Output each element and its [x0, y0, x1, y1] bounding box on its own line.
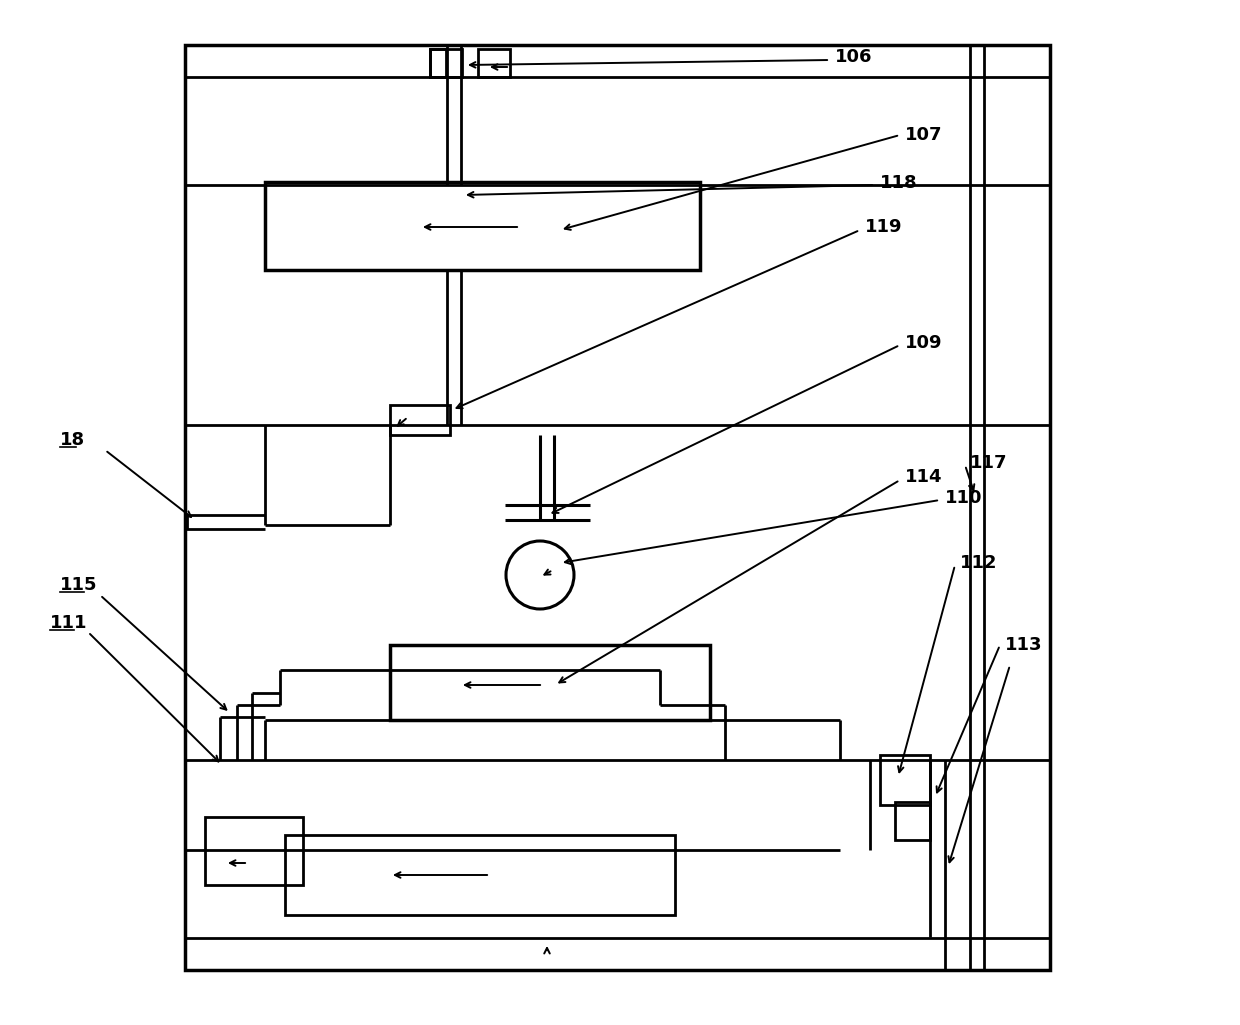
Text: 18: 18	[60, 430, 86, 449]
Bar	[185, 938, 1050, 970]
Text: 109: 109	[905, 334, 942, 352]
Text: 110: 110	[945, 489, 982, 507]
Bar	[205, 817, 303, 885]
Bar	[285, 835, 675, 915]
Bar	[880, 755, 930, 805]
Bar	[477, 49, 510, 77]
Text: 118: 118	[880, 174, 918, 192]
Bar	[391, 645, 711, 720]
Text: 112: 112	[960, 554, 997, 572]
Text: 107: 107	[905, 126, 942, 144]
Bar	[430, 49, 446, 77]
Text: 111: 111	[50, 614, 88, 632]
Bar	[430, 49, 463, 77]
Text: 117: 117	[970, 454, 1007, 472]
Text: 115: 115	[60, 576, 98, 594]
Text: 113: 113	[1004, 636, 1043, 654]
Text: 119: 119	[866, 218, 903, 236]
Text: 106: 106	[835, 48, 873, 66]
Bar	[895, 802, 930, 840]
Bar	[391, 405, 450, 435]
Text: 114: 114	[905, 468, 942, 486]
Bar	[265, 182, 701, 270]
Bar	[185, 45, 1050, 970]
Bar	[185, 45, 1050, 77]
